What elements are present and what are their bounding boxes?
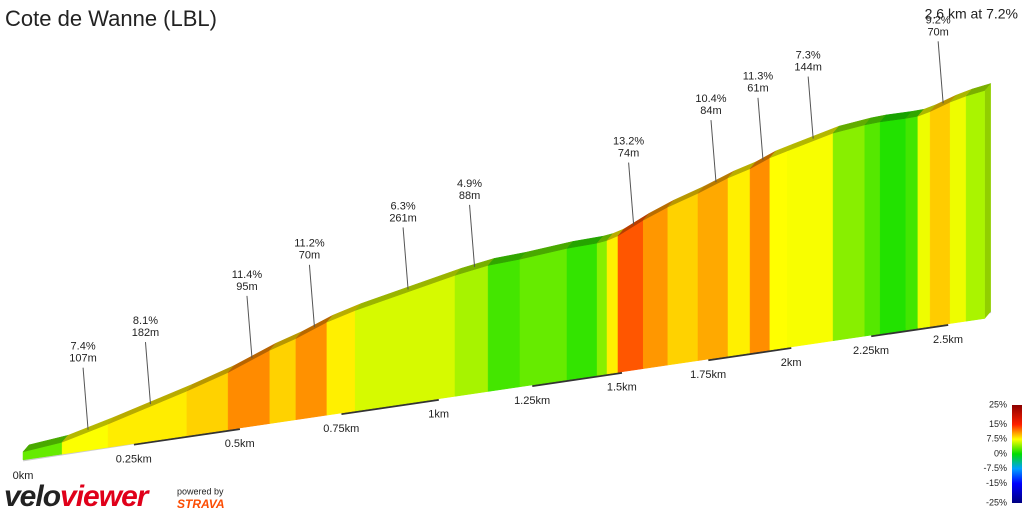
x-tick-label: 1.75km [690,369,726,381]
x-tick-label: 2.25km [853,345,889,357]
legend-label: -7.5% [983,463,1007,473]
logo: veloviewer [4,480,151,512]
segment-face [487,258,521,392]
length-label: 261m [389,212,417,224]
segment-face [727,168,751,357]
legend-bar [1012,405,1022,503]
segment-face [879,118,907,335]
length-label: 70m [299,250,320,262]
segment-face [667,192,699,366]
legend-label: 7.5% [986,434,1007,444]
segment-face [596,240,608,376]
partner: STRAVA [177,497,225,511]
x-tick-label: 1.5km [607,382,637,394]
segment-face [566,242,598,381]
annotation-stem [710,120,717,183]
annotation-stem [807,76,814,139]
length-label: 182m [132,327,160,339]
segment-face [965,90,986,322]
chart-title: Cote de Wanne (LBL) [5,6,217,31]
annotation-stem [308,264,315,327]
x-tick-label: 0km [13,470,34,482]
annotation-stem [246,295,253,358]
segment-face [227,349,271,430]
segment-face [454,265,489,397]
annotation-stem [937,41,944,104]
legend-label: -25% [986,497,1007,507]
x-tick-label: 0.25km [116,453,152,465]
segment-face [295,321,328,421]
annotation-stem [628,162,635,225]
powered-by: powered by [177,486,224,496]
gradient-label: 13.2% [613,135,644,147]
segment-end [984,83,991,319]
segment-face [326,310,356,416]
logo-part: velo [4,480,61,512]
logo-part: viewer [60,480,151,512]
segment-face [606,235,619,375]
legend-label: 0% [994,448,1007,458]
summary: 2.6 km at 7.2% [925,6,1018,22]
x-tick-label: 0.75km [323,423,359,435]
x-tick-label: 2km [781,357,802,369]
segment-face [949,95,967,324]
segment-face [519,248,568,388]
segment-face [642,206,669,369]
legend-label: 15% [989,419,1007,429]
legend-label: -15% [986,478,1007,488]
x-tick-label: 2.5km [933,334,963,346]
segment-face [864,121,881,337]
x-tick-label: 0.5km [225,438,255,450]
gradient-label: 8.1% [133,315,158,327]
annotation-stem [144,342,151,405]
gradient-label: 7.3% [796,49,821,61]
segment-face [354,274,456,412]
x-tick-label: 1.25km [514,395,550,407]
gradient-label: 10.4% [695,93,726,105]
length-label: 74m [618,147,639,159]
length-label: 95m [236,281,257,293]
segment-face [917,111,931,329]
annotation-stem [402,227,409,290]
gradient-label: 9.2% [926,14,951,26]
length-label: 70m [927,26,948,38]
x-tick-label: 1km [428,409,449,421]
gradient-label: 11.4% [232,269,263,281]
legend-label: 25% [989,399,1007,409]
gradient-label: 7.4% [71,341,96,353]
annotation-stem [469,204,476,267]
segment-face [905,115,919,331]
length-label: 88m [459,190,480,202]
segment-face [617,219,644,373]
gradient-label: 11.2% [294,238,325,250]
annotation-stem [757,97,764,160]
length-label: 84m [700,105,721,117]
length-label: 107m [69,353,97,365]
segment-face [929,101,951,327]
segment-face [786,132,834,348]
annotation-stem [82,367,89,430]
gradient-label: 6.3% [391,200,416,212]
gradient-label: 4.9% [457,178,482,190]
length-label: 61m [747,83,768,95]
segment-face [697,177,729,361]
length-label: 144m [794,61,822,73]
gradient-label: 11.3% [743,71,774,83]
segment-face [749,157,771,354]
segment-face [769,150,788,351]
segment-face [269,338,297,424]
segment-face [832,124,866,342]
